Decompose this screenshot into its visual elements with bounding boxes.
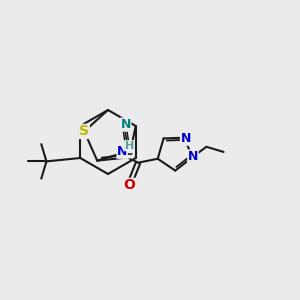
Text: N: N (117, 145, 128, 158)
Text: H: H (124, 141, 134, 151)
Text: N: N (188, 150, 198, 163)
Text: C: C (123, 145, 132, 158)
Text: N: N (181, 132, 191, 145)
Text: N: N (120, 118, 131, 131)
Text: O: O (124, 178, 135, 192)
Text: S: S (79, 124, 89, 138)
